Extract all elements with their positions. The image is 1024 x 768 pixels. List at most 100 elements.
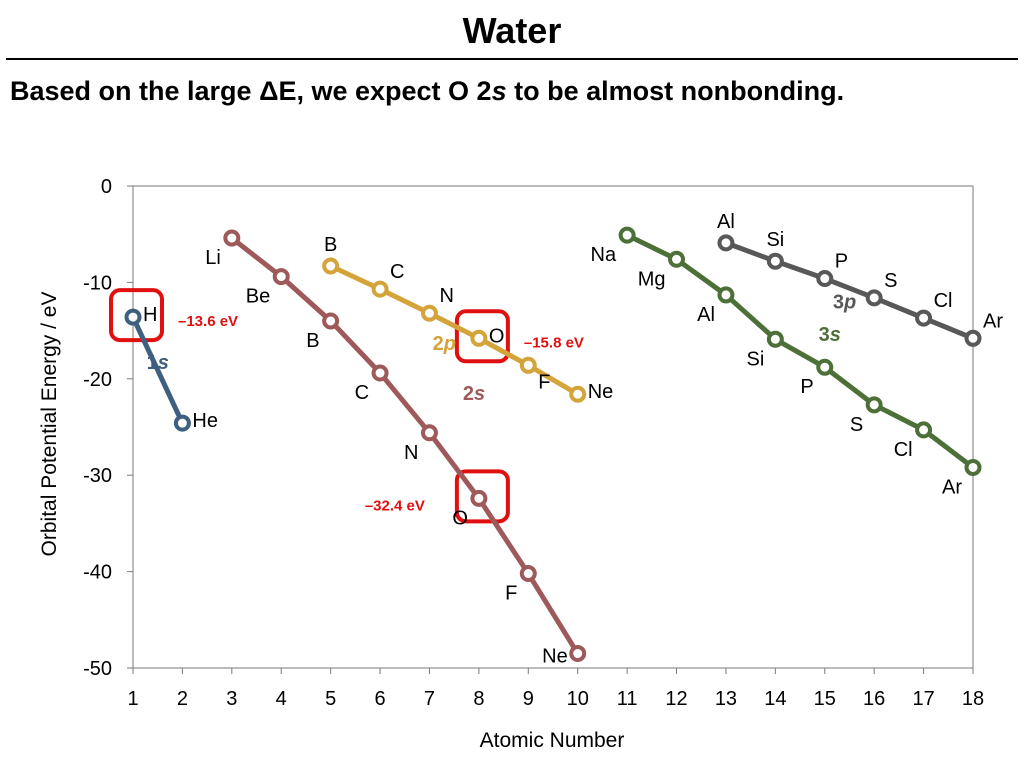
element-label: Ne: [588, 381, 614, 403]
data-point-2p: [569, 385, 587, 403]
series-line-2p: [328, 263, 581, 397]
data-point-2p: [470, 329, 488, 347]
page-title: Water: [462, 10, 562, 51]
element-label: C: [390, 261, 404, 283]
data-point-3p: [964, 329, 982, 347]
data-point-2p: [420, 304, 438, 322]
element-label: S: [850, 414, 863, 436]
data-point-2s: [371, 364, 389, 382]
y-tick-label: -50: [83, 658, 112, 680]
series-line-3p: [723, 240, 976, 341]
highlight-energy-label: –13.6 eV: [178, 313, 238, 330]
x-tick-label: 13: [715, 688, 737, 710]
element-label: B: [324, 234, 337, 256]
highlight-box: [454, 469, 510, 524]
subtitle-italic: s: [491, 76, 507, 106]
highlight-box: [454, 309, 510, 364]
x-tick-label: 12: [665, 688, 687, 710]
element-label: Mg: [638, 268, 666, 290]
element-label: Si: [766, 229, 784, 251]
data-point-2s: [470, 489, 488, 507]
y-axis-label: Orbital Potential Energy / eV: [38, 292, 61, 557]
data-point-3p: [816, 270, 834, 288]
data-point-2p: [322, 257, 340, 275]
data-point-3p: [717, 234, 735, 252]
data-point-3s: [766, 330, 784, 348]
data-point-2s: [272, 268, 290, 286]
x-tick-label: 17: [912, 688, 934, 710]
x-tick-label: 11: [617, 688, 638, 710]
element-label: P: [800, 376, 813, 398]
data-point-3s: [618, 226, 636, 244]
element-label: Na: [591, 244, 617, 266]
subtitle-text: Based on the large ΔE, we expect O 2: [10, 76, 492, 106]
element-label: He: [192, 410, 218, 432]
series-line-3s: [624, 232, 976, 470]
data-point-3p: [766, 252, 784, 270]
element-label: H: [143, 304, 157, 326]
subtitle: Based on the large ΔE, we expect O 2s to…: [10, 76, 844, 107]
series-line-2s: [229, 235, 581, 657]
element-label: Al: [697, 304, 715, 326]
y-tick-label: -20: [83, 369, 112, 391]
element-label: Cl: [894, 439, 913, 461]
series-label-1s: 1s: [147, 352, 169, 374]
highlight-box: [109, 288, 164, 343]
element-label: S: [884, 270, 897, 292]
data-point-3s: [865, 396, 883, 414]
element-label: F: [538, 371, 550, 393]
x-tick-label: 10: [567, 688, 589, 710]
x-tick-label: 5: [325, 688, 336, 710]
data-point-2p: [519, 356, 537, 374]
data-point-1s: [173, 414, 191, 432]
series-label-2s: 2s: [463, 383, 485, 405]
x-tick-label: 14: [764, 688, 786, 710]
element-label: Ne: [542, 646, 568, 668]
element-label: Ar: [983, 310, 1003, 332]
element-label: P: [835, 251, 848, 273]
element-label: Li: [205, 247, 221, 269]
element-label: O: [489, 325, 505, 347]
element-label: Si: [747, 348, 765, 370]
element-label: Be: [246, 286, 270, 308]
data-point-3p: [865, 289, 883, 307]
data-point-3s: [717, 286, 735, 304]
element-label: Ar: [942, 476, 962, 498]
data-point-3s: [816, 358, 834, 376]
x-tick-label: 3: [226, 688, 237, 710]
element-label: B: [306, 330, 319, 352]
x-tick-label: 18: [962, 688, 984, 710]
x-axis-label: Atomic Number: [480, 729, 625, 752]
highlight-energy-label: –15.8 eV: [524, 334, 584, 351]
x-tick-label: 8: [473, 688, 484, 710]
x-tick-label: 1: [127, 688, 138, 710]
x-tick-label: 15: [814, 688, 836, 710]
data-point-2p: [371, 280, 389, 298]
subtitle-text-end: to be almost nonbonding.: [506, 76, 845, 106]
x-tick-label: 7: [424, 688, 435, 710]
element-label: N: [404, 442, 418, 464]
element-label: Al: [717, 211, 735, 233]
data-point-2s: [519, 565, 537, 583]
element-label: Cl: [934, 290, 953, 312]
y-tick-label: -30: [83, 465, 112, 487]
x-tick-label: 4: [276, 688, 287, 710]
element-label: C: [355, 382, 369, 404]
data-point-2s: [420, 424, 438, 442]
y-tick-label: 0: [101, 176, 112, 198]
y-tick-label: -40: [83, 562, 112, 584]
plot-frame: [132, 185, 974, 669]
x-tick-label: 2: [177, 688, 188, 710]
y-tick-label: -10: [83, 272, 112, 294]
data-point-3s: [964, 458, 982, 476]
x-tick-label: 9: [523, 688, 534, 710]
data-point-3p: [915, 309, 933, 327]
series-label-2p: 2p: [433, 333, 456, 355]
data-point-3s: [915, 421, 933, 439]
data-point-1s: [124, 308, 142, 326]
series-line-1s: [130, 314, 185, 426]
element-label: O: [452, 507, 468, 529]
series-label-3p: 3p: [833, 291, 856, 313]
x-tick-label: 16: [863, 688, 885, 710]
